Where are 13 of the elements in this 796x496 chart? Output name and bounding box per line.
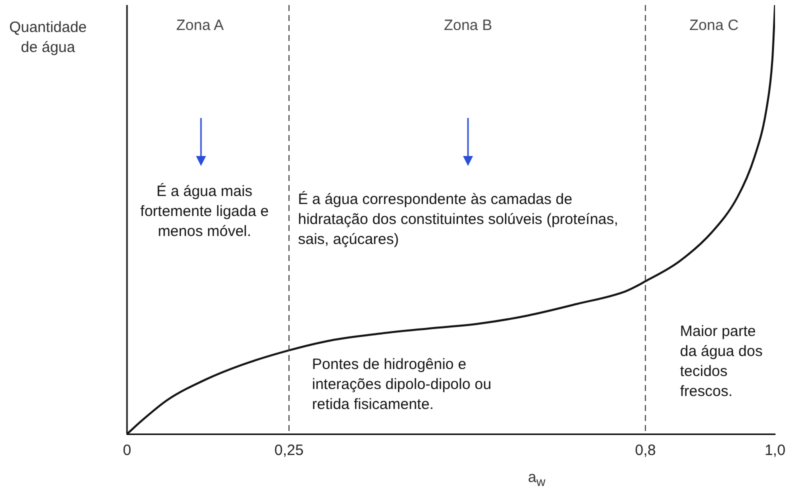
annotation: Zona C	[688, 16, 740, 36]
annotation: Zona A	[175, 16, 225, 36]
x-tick-label: 1,0	[764, 442, 786, 460]
x-axis-title: a$_{w}$	[528, 468, 546, 491]
annotation: É a água correspondente às camadas de hidratação dos constituintes solúveis (proteínas, sais, açúcares)	[298, 190, 620, 250]
x-tick-label: 0	[122, 442, 132, 460]
annotation: Zona B	[442, 16, 494, 36]
y-axis-title: Quantidade de água	[8, 18, 88, 58]
annotation: Pontes de hidrogênio e interações dipolo-dipolo ou retida fisicamente.	[312, 355, 492, 415]
x-tick-label: 0,8	[634, 442, 656, 460]
x-tick-label: 0,25	[274, 442, 304, 460]
annotation: Maior parte da água dos tecidos frescos.	[680, 322, 764, 402]
annotation: É a água mais fortemente ligada e menos móvel.	[139, 182, 270, 242]
